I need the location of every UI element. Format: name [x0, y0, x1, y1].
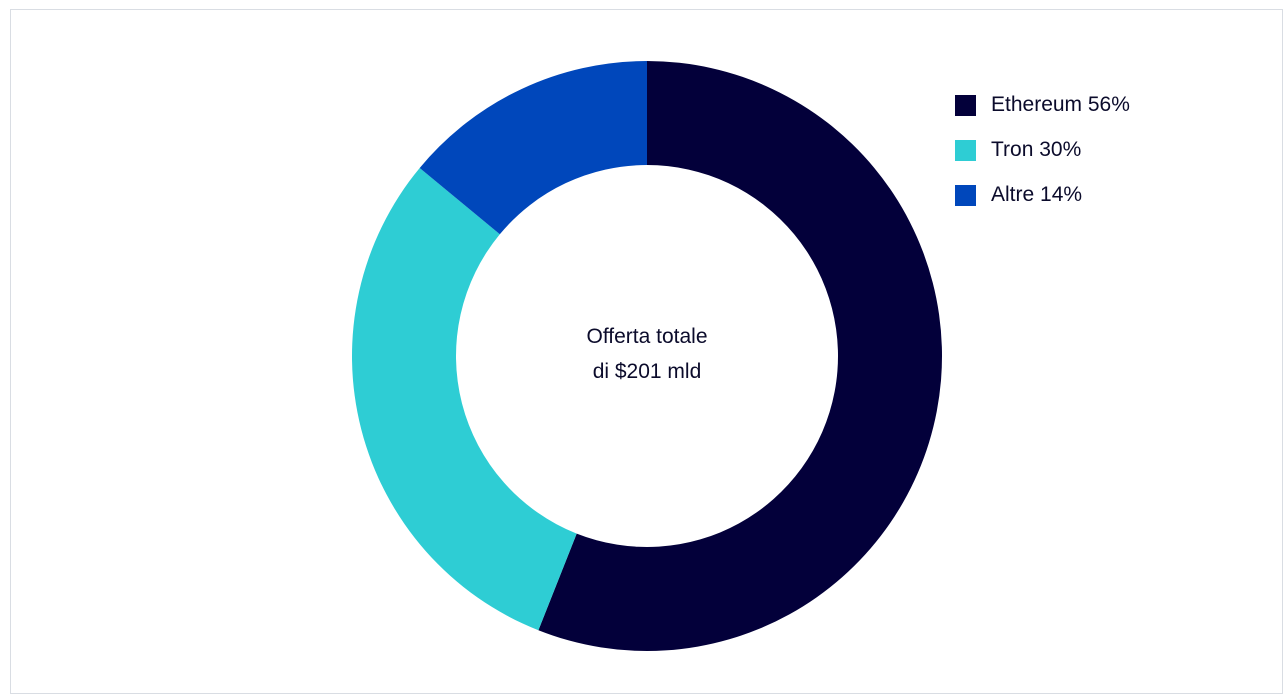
- legend-item-tron: Tron 30%: [955, 135, 1130, 165]
- legend-label-ethereum: Ethereum 56%: [991, 93, 1130, 116]
- legend-item-altre: Altre 14%: [955, 180, 1130, 210]
- legend-swatch-altre: [955, 184, 976, 206]
- center-label-line-2: di $201 mld: [593, 360, 702, 383]
- legend-label-tron: Tron 30%: [991, 138, 1082, 161]
- donut-slice-tron: [352, 167, 577, 631]
- legend-item-ethereum: Ethereum 56%: [955, 90, 1130, 120]
- legend-label-altre: Altre 14%: [991, 183, 1083, 206]
- legend-swatch-tron: [955, 139, 976, 161]
- legend: Ethereum 56% Tron 30% Altre 14%: [955, 90, 1130, 210]
- donut-slice-ethereum: [538, 61, 942, 651]
- donut-slices: [352, 61, 942, 651]
- legend-swatch-ethereum: [955, 94, 976, 116]
- center-label-line-1: Offerta totale: [586, 325, 707, 348]
- donut-slice-altre: [419, 61, 647, 235]
